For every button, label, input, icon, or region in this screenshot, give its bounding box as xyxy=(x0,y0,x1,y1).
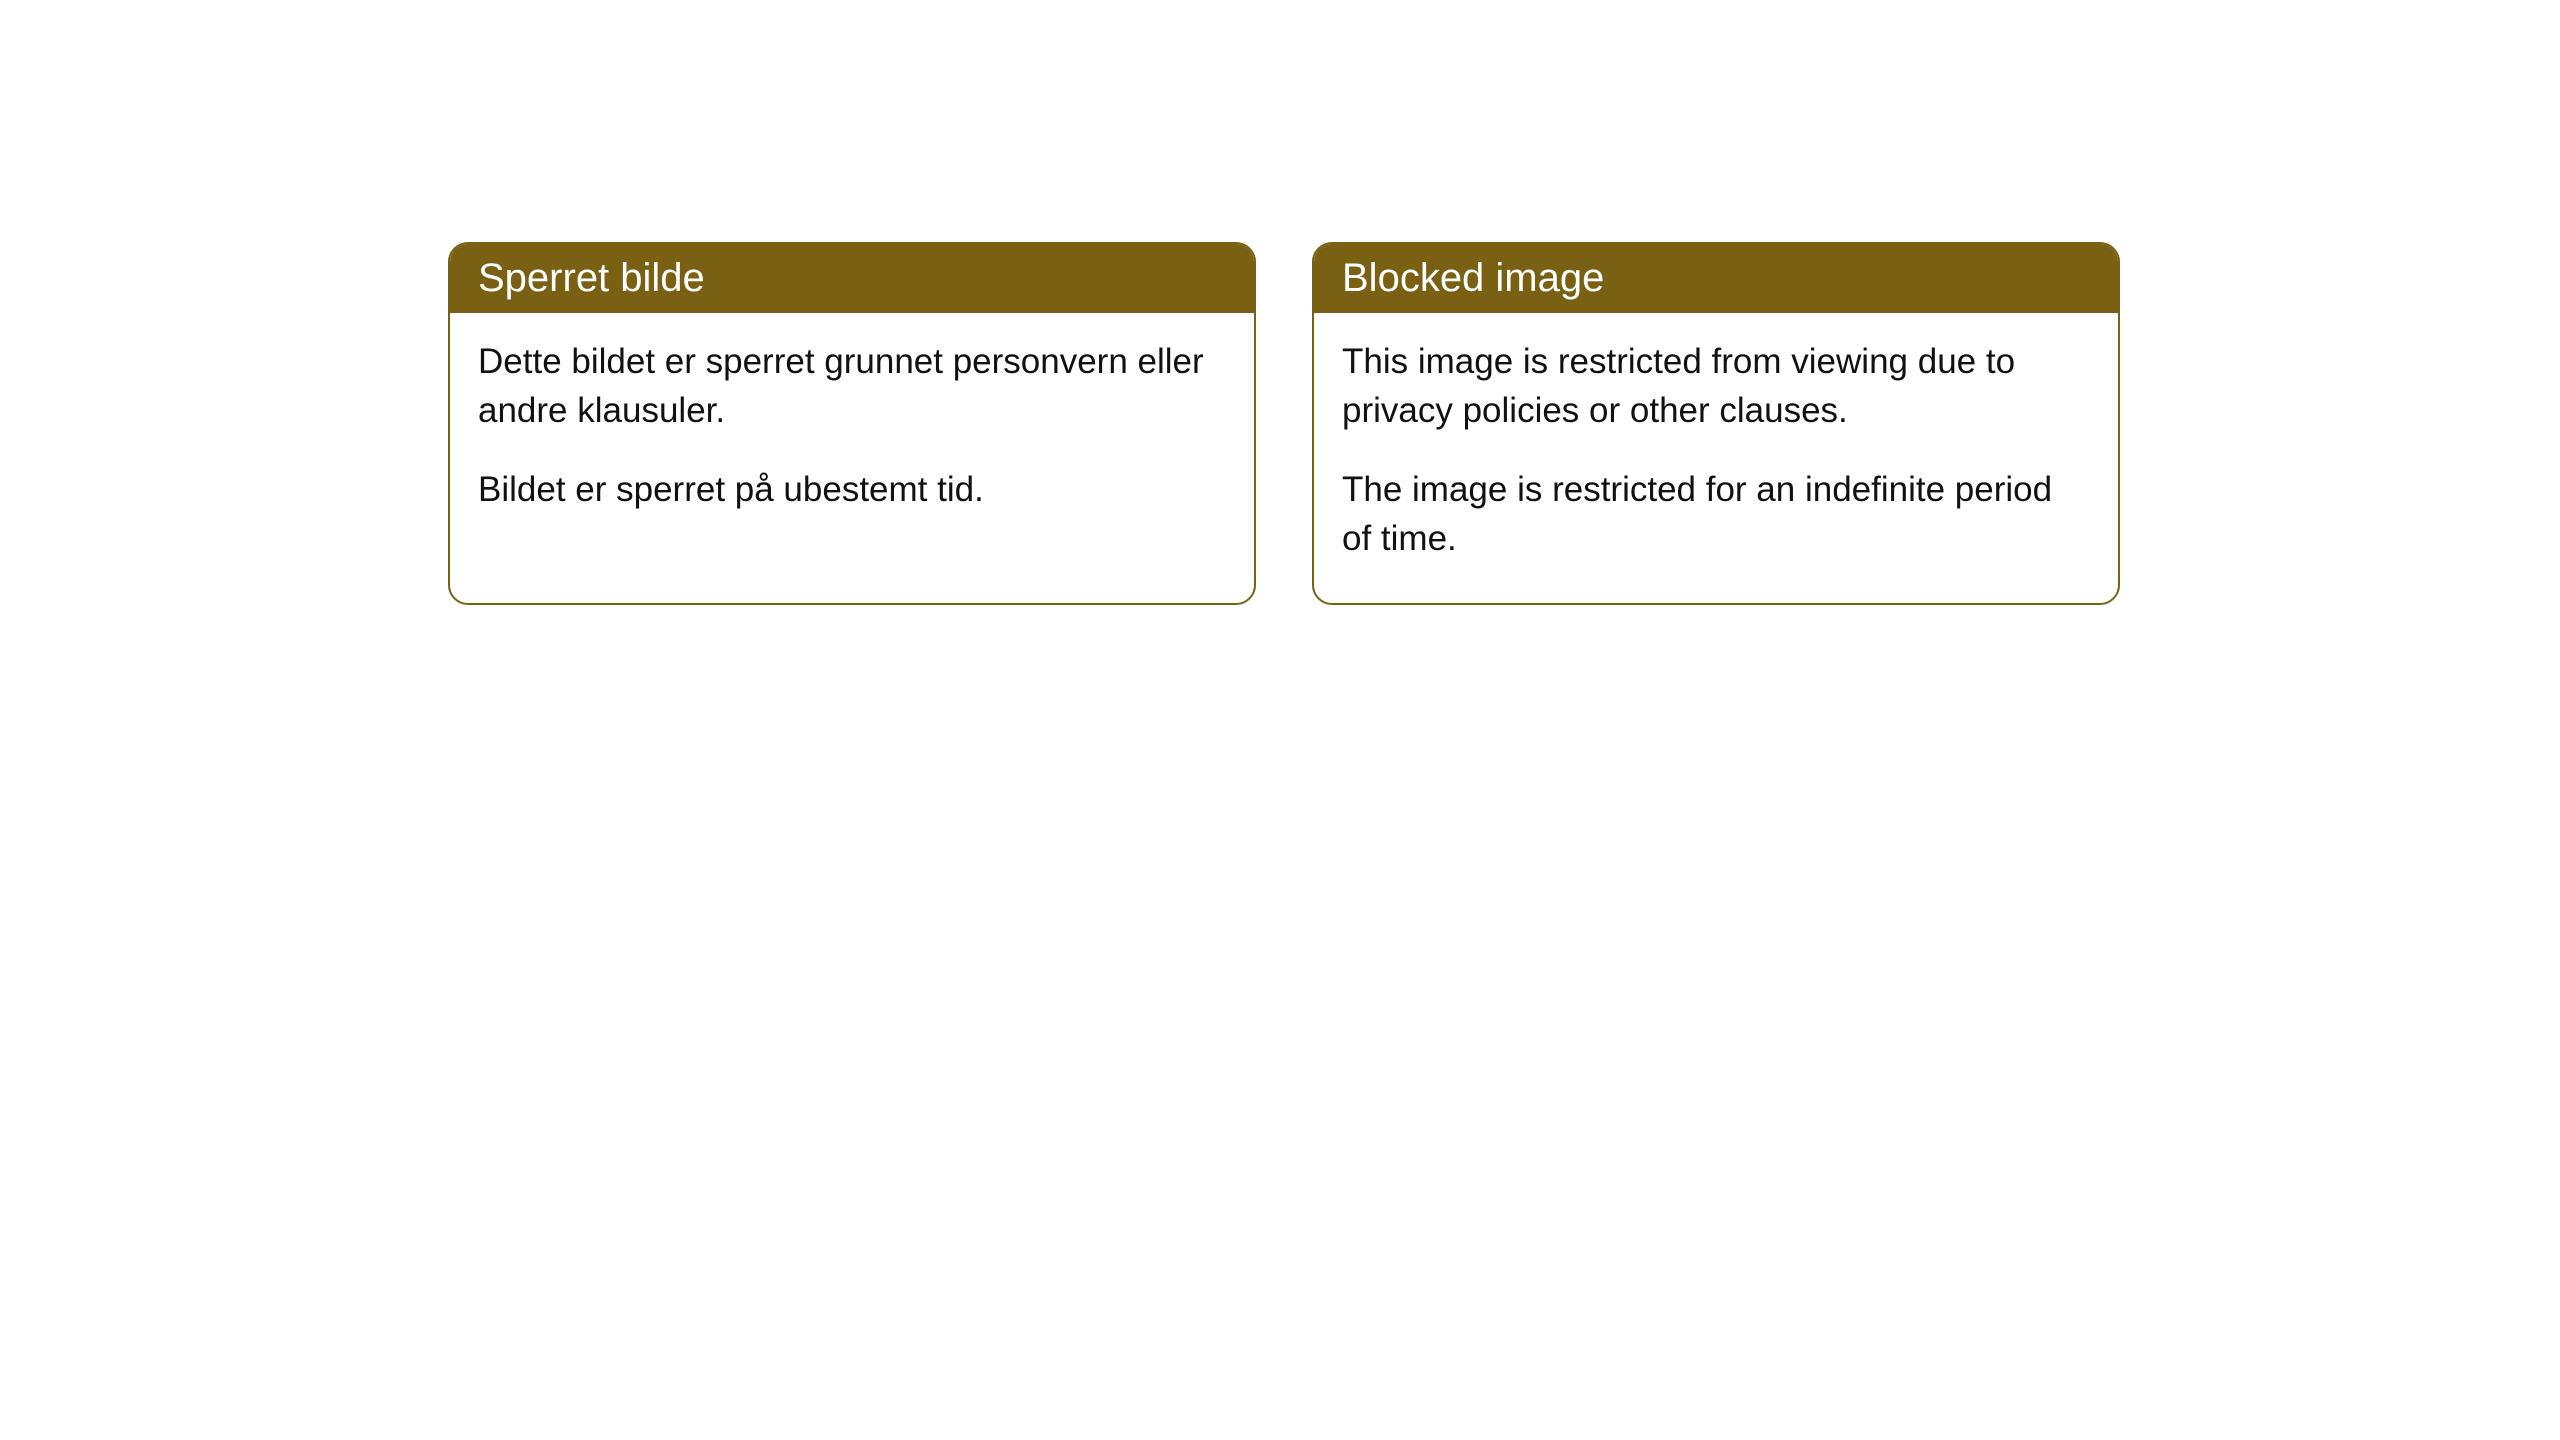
card-paragraph-1: Dette bildet er sperret grunnet personve… xyxy=(478,337,1226,435)
blocked-image-card-english: Blocked image This image is restricted f… xyxy=(1312,242,2120,605)
card-title: Sperret bilde xyxy=(478,256,705,300)
card-header: Sperret bilde xyxy=(450,244,1254,313)
card-paragraph-2: Bildet er sperret på ubestemt tid. xyxy=(478,465,1226,514)
card-paragraph-2: The image is restricted for an indefinit… xyxy=(1342,465,2090,563)
card-body: Dette bildet er sperret grunnet personve… xyxy=(450,313,1254,554)
blocked-image-card-norwegian: Sperret bilde Dette bildet er sperret gr… xyxy=(448,242,1256,605)
card-container: Sperret bilde Dette bildet er sperret gr… xyxy=(0,0,2560,605)
card-paragraph-1: This image is restricted from viewing du… xyxy=(1342,337,2090,435)
card-header: Blocked image xyxy=(1314,244,2118,313)
card-body: This image is restricted from viewing du… xyxy=(1314,313,2118,603)
card-title: Blocked image xyxy=(1342,256,1604,300)
